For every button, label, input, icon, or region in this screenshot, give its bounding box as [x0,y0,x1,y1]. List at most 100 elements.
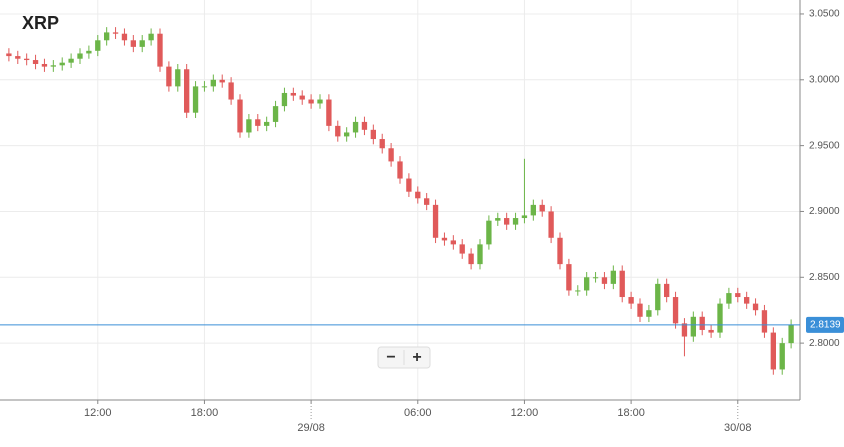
candle-body [24,58,30,61]
zoom-controls: − + [377,346,431,369]
candle-body [450,240,456,245]
candle [201,81,208,92]
candle [352,116,359,138]
candle-body [184,69,190,113]
candle-body [95,40,101,51]
candle [495,212,501,226]
candle-body [352,121,359,133]
candle-body [388,148,394,162]
candle-body [708,329,714,333]
candle [192,81,199,118]
candle [237,94,243,138]
candle [441,232,448,246]
candle-body [619,270,625,298]
candle [601,272,608,290]
candle-body [86,50,92,54]
candle [15,50,21,64]
candle-body [32,60,39,64]
candle [219,74,225,88]
candle-body [681,323,688,337]
candle-body [592,277,599,279]
candle [361,116,368,136]
candle-body [566,264,572,291]
x-tick-label: 12:00 [84,407,112,419]
candle [77,48,83,64]
candle-body [459,244,465,254]
candle-body [272,106,279,122]
candle-body [59,62,65,66]
candle [699,311,705,336]
candle [592,272,599,283]
candle-body [397,161,403,179]
candle-body [601,277,608,284]
candle-body [477,244,483,265]
candle-body [770,332,776,370]
candle [335,120,341,142]
candle-body [210,79,216,87]
candle [468,248,474,270]
candle-body [148,33,154,41]
candle-body [512,218,519,225]
candle [432,199,439,244]
y-tick-label: 2.8000 [809,338,840,349]
candle [539,199,545,217]
candle [415,186,421,204]
candle-body [655,283,661,311]
candle-body [432,204,439,238]
candle-body [406,178,412,192]
candle-body [521,215,528,219]
candle-body [264,121,270,126]
candle-body [628,297,634,304]
candle-body [255,119,261,126]
x-tick-label: 18:00 [617,407,645,419]
candle [477,239,483,270]
candle-body [219,79,225,83]
y-tick-label: 2.8500 [809,272,840,283]
y-tick-label: 2.9500 [809,140,840,151]
candle [157,28,163,72]
candle [104,27,110,46]
candle [175,63,181,92]
candle-body [664,283,670,298]
candle [424,193,430,211]
candle [566,258,572,296]
candle-body [557,237,563,265]
candle [255,114,261,132]
candle [655,278,661,316]
candle-body [166,66,172,87]
candle [575,285,581,296]
candle [148,28,154,46]
candle [228,77,234,105]
current-price-box [806,316,844,333]
candle [708,324,714,338]
candle-body [192,86,199,113]
candle [504,212,510,230]
candle [86,45,92,59]
candle-body [121,33,128,41]
x-tick-label: 29/08 [297,422,325,434]
candle-body [752,303,759,311]
candle [272,100,279,128]
zoom-out-button[interactable]: − [386,349,395,366]
candle [770,327,776,375]
candle-body [548,211,554,238]
current-price-label: 2.8139 [810,319,841,330]
candle-body [486,220,492,245]
candle-body [139,40,145,47]
candles [6,27,794,375]
candle [744,291,750,309]
candle-body [237,99,243,133]
candle-body [735,293,741,298]
candle [290,87,296,101]
x-tick-label: 12:00 [511,407,539,419]
candle [779,337,785,375]
zoom-in-button[interactable]: + [412,349,421,366]
candle [664,278,670,303]
candle-body [761,310,768,333]
candle-body [699,316,705,330]
candle [24,53,30,66]
candle-body [744,297,750,304]
candle [459,239,465,259]
